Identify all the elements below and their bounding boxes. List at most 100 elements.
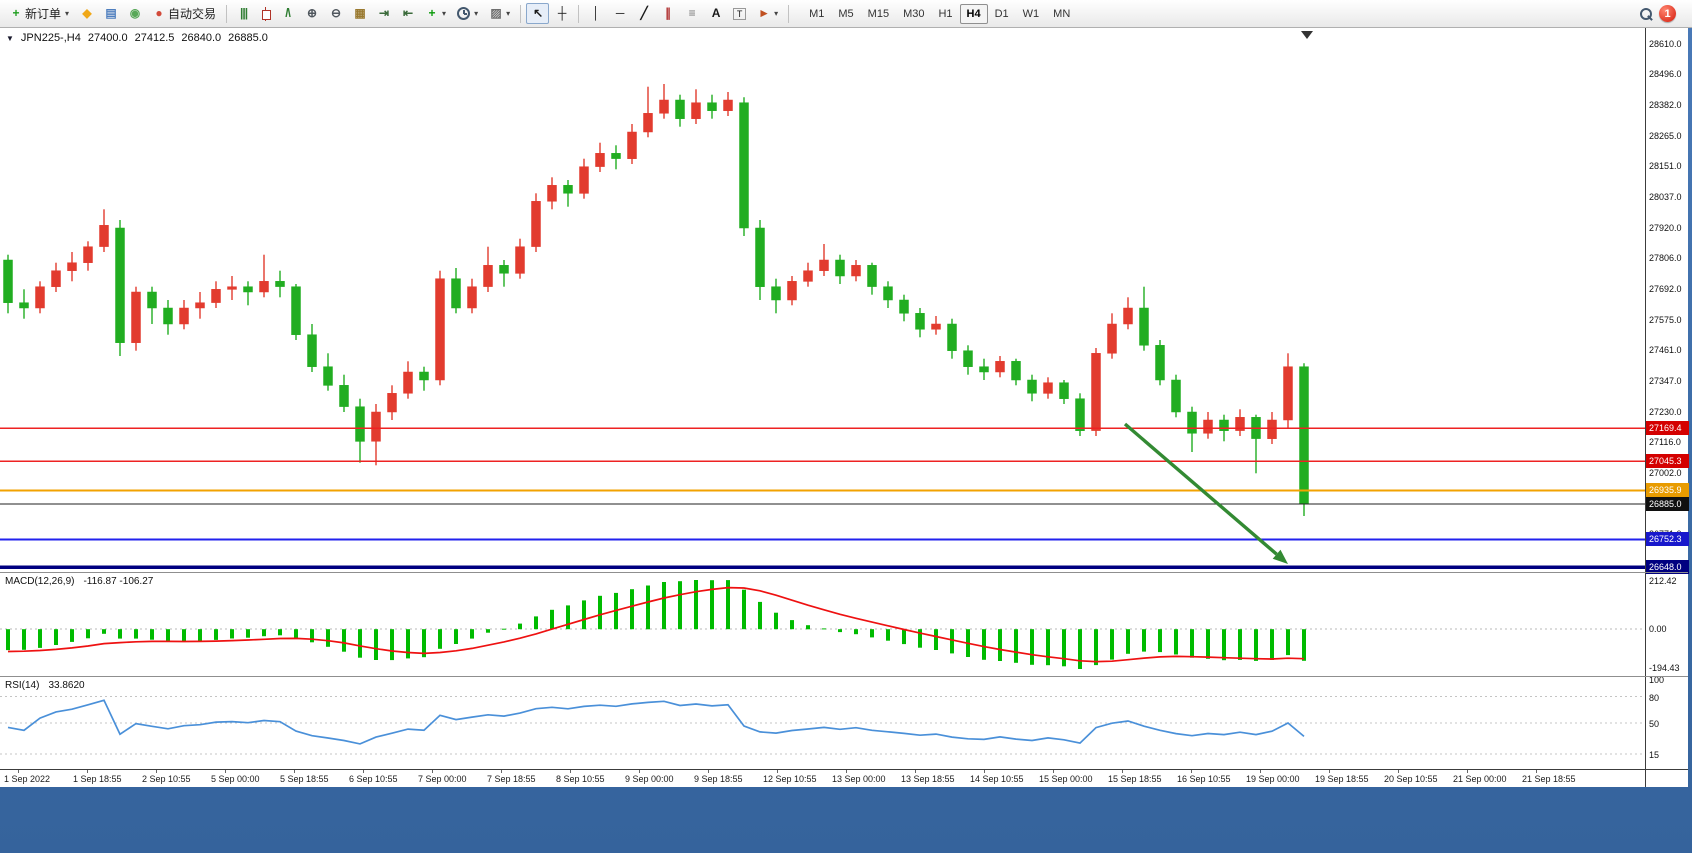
chart-info-line: ▼ JPN225-,H4 27400.0 27412.5 26840.0 268… [6, 32, 268, 44]
chart-open-value: 27400.0 [87, 32, 128, 44]
time-axis-tick [225, 770, 226, 773]
horizontal-line-tool-button[interactable]: ─ [608, 3, 631, 24]
time-axis-tick [777, 770, 778, 773]
candlestick-icon [261, 6, 272, 21]
ohlc-bars-icon: ||| [240, 6, 248, 20]
price-axis-tick: 28610.0 [1649, 39, 1682, 49]
arrow-objects-icon: ► [758, 6, 770, 20]
tile-windows-button[interactable]: ▦ [348, 3, 371, 24]
periods-button[interactable]: ▾ [452, 3, 483, 24]
line-chart-button[interactable]: /\ [276, 3, 299, 24]
price-line-badge: 26885.0 [1646, 497, 1689, 511]
price-chart-svg[interactable] [0, 28, 1645, 572]
macd-axis-tick: 0.00 [1649, 624, 1667, 635]
mql5-community-button[interactable]: ◆ [75, 3, 98, 24]
time-axis-tick [915, 770, 916, 773]
price-axis-tick: 28151.0 [1649, 161, 1682, 172]
price-axis-tick: 27461.0 [1649, 345, 1682, 356]
time-axis-tick [708, 770, 709, 773]
price-line-badge: 27045.3 [1646, 454, 1689, 469]
notification-badge[interactable]: 1 [1659, 5, 1676, 22]
rsi-chart-svg [0, 696, 1645, 755]
time-axis-label: 16 Sep 10:55 [1177, 774, 1231, 784]
chart-shift-button[interactable]: ⇤ [396, 3, 419, 24]
toolbar-separator [520, 4, 522, 23]
time-axis-label: 15 Sep 18:55 [1108, 774, 1162, 784]
fibonacci-tool-button[interactable]: ≡ [680, 3, 703, 24]
timeframe-h1[interactable]: H1 [938, 7, 953, 20]
templates-button[interactable]: ▨ ▾ [484, 3, 515, 24]
timeframe-mn[interactable]: MN [1053, 7, 1071, 20]
zoom-in-button[interactable]: ⊕ [300, 3, 323, 24]
print-preview-button[interactable]: ▤ [99, 3, 122, 24]
indicators-button[interactable]: + ▾ [420, 3, 451, 24]
search-button[interactable] [1634, 3, 1658, 25]
cursor-tool-button[interactable]: ↖ [526, 3, 550, 24]
bar-chart-button[interactable]: ||| [232, 3, 255, 24]
auto-scroll-icon: ⇥ [379, 6, 389, 20]
horizontal-line-icon: ─ [615, 6, 625, 20]
dropdown-caret-icon: ▾ [474, 9, 479, 18]
price-line-badge: 26648.0 [1646, 560, 1689, 575]
text-tool-button[interactable]: A [704, 3, 727, 24]
price-chart-pane[interactable]: ▼ JPN225-,H4 27400.0 27412.5 26840.0 268… [0, 28, 1645, 572]
time-axis-tick [846, 770, 847, 773]
one-click-trading-expander-icon[interactable]: ▼ [6, 33, 14, 43]
new-order-button-label: 新订单 [25, 7, 62, 21]
time-axis-tick [1260, 770, 1261, 773]
time-axis-label: 14 Sep 10:55 [970, 774, 1024, 784]
toolbar-separator [226, 4, 228, 23]
channel-tool-button[interactable]: ∥ [656, 3, 679, 24]
fibonacci-icon: ≡ [688, 6, 696, 20]
time-axis-label: 5 Sep 00:00 [211, 774, 260, 784]
search-icon [1639, 7, 1653, 21]
news-button[interactable]: ◉ [123, 3, 146, 24]
timeframe-m5[interactable]: M5 [838, 7, 854, 20]
price-axis-tick: 28496.0 [1649, 69, 1682, 80]
time-axis-label: 7 Sep 00:00 [418, 774, 467, 784]
timeframe-m30[interactable]: M30 [903, 7, 925, 20]
time-axis-tick [1398, 770, 1399, 773]
time-axis-label: 1 Sep 18:55 [73, 774, 122, 784]
auto-scroll-button[interactable]: ⇥ [372, 3, 395, 24]
price-axis-tick: 27230.0 [1649, 407, 1682, 417]
timeframe-m1[interactable]: M1 [809, 7, 825, 20]
clock-icon [457, 7, 471, 20]
arrows-tool-button[interactable]: ► ▾ [752, 3, 783, 24]
price-axis-tick: 27002.0 [1649, 467, 1682, 478]
time-axis-tick [18, 770, 19, 773]
pane-separator[interactable] [0, 572, 1688, 573]
price-axis-tick: 27116.0 [1649, 437, 1681, 448]
candlestick-chart-button[interactable] [256, 3, 275, 25]
time-axis-tick [570, 770, 571, 773]
timeframe-group: M1 M5 M15 M30 H1 H4 D1 W1 MN [802, 3, 1077, 24]
text-label-tool-button[interactable]: T [728, 4, 751, 24]
vertical-line-tool-button[interactable]: │ [584, 3, 607, 24]
time-axis-label: 1 Sep 2022 [4, 774, 51, 784]
rsi-axis-tick: 15 [1649, 750, 1660, 760]
line-chart-icon: /\ [285, 6, 291, 20]
timeframe-d1[interactable]: D1 [994, 7, 1009, 20]
time-axis-separator [0, 769, 1688, 770]
price-axis-tick: 27920.0 [1649, 223, 1682, 233]
macd-pane[interactable] [0, 573, 1645, 676]
zoom-out-button[interactable]: ⊖ [324, 3, 347, 24]
rsi-axis-tick: 80 [1649, 692, 1660, 703]
timeframe-h4[interactable]: H4 [959, 3, 988, 24]
auto-trading-button[interactable]: ● 自动交易 [147, 1, 221, 26]
equidistant-channel-icon: ∥ [665, 6, 671, 20]
timeframe-m15[interactable]: M15 [867, 7, 890, 20]
timeframe-w1[interactable]: W1 [1022, 7, 1040, 20]
globe-icon: ◉ [129, 6, 140, 20]
price-axis[interactable]: 28610.0 28496.0 28382.0 28265.0 28151.0 28037… [1645, 28, 1689, 787]
crosshair-tool-button[interactable]: ┼ [550, 3, 573, 24]
chart-symbol-period: JPN225-,H4 [20, 32, 81, 44]
macd-axis-tick: 212.42 [1649, 576, 1677, 586]
time-axis[interactable]: 1 Sep 2022 1 Sep 18:55 2 Sep 10:55 5 Sep 00… [0, 770, 1645, 787]
rsi-pane[interactable] [0, 677, 1645, 769]
cursor-icon: ↖ [533, 6, 543, 20]
new-order-button[interactable]: + 新订单 ▾ [4, 1, 74, 26]
pane-separator[interactable] [0, 676, 1688, 677]
trendline-tool-button[interactable]: ╱ [632, 3, 655, 24]
